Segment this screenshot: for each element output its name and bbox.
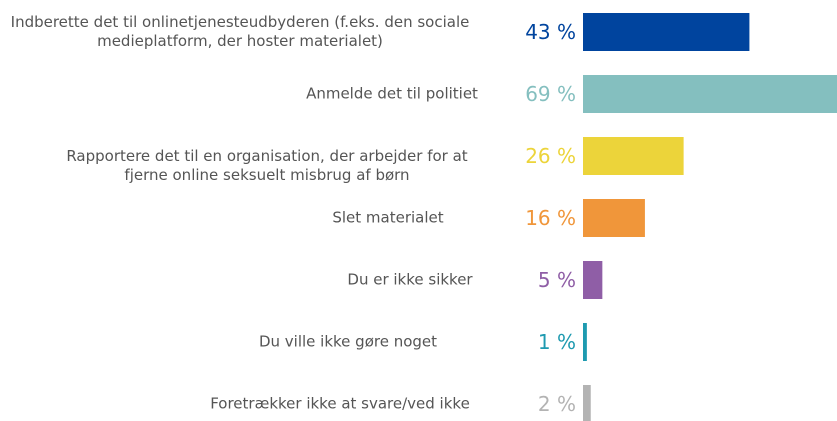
value-label: 2 % xyxy=(537,392,576,416)
bar xyxy=(583,323,587,361)
bar xyxy=(583,261,603,299)
bar xyxy=(583,75,837,113)
category-label: Foretrækker ikke at svare/ved ikke xyxy=(210,394,470,413)
value-label: 16 % xyxy=(525,206,576,230)
category-label: Du ville ikke gøre noget xyxy=(258,332,438,351)
category-label: Du er ikke sikker xyxy=(347,270,473,289)
category-label: Rapportere det til en organisation, der … xyxy=(66,147,468,184)
bar xyxy=(583,13,750,51)
bar xyxy=(583,137,684,175)
value-label: 69 % xyxy=(525,82,576,106)
category-label: Slet materialet xyxy=(332,208,444,227)
value-label: 1 % xyxy=(537,330,576,354)
bar xyxy=(583,385,591,421)
bar xyxy=(583,199,645,237)
category-label: Indberette det til onlinetjenesteudbyder… xyxy=(10,13,470,50)
value-label: 43 % xyxy=(525,20,576,44)
value-label: 26 % xyxy=(525,144,576,168)
category-label: Anmelde det til politiet xyxy=(306,84,478,103)
value-label: 5 % xyxy=(537,268,576,292)
